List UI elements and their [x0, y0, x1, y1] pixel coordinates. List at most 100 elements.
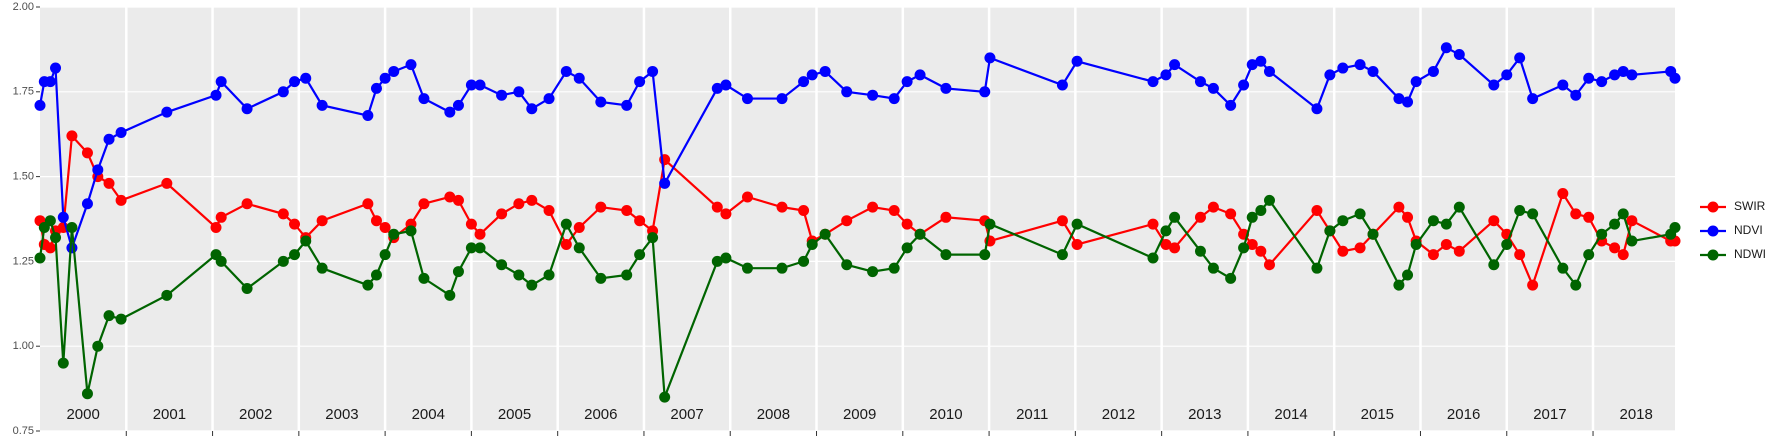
point: [44, 76, 56, 88]
point: [103, 177, 115, 189]
point: [1527, 279, 1539, 291]
point: [573, 72, 585, 84]
point: [621, 269, 633, 281]
point: [1488, 259, 1500, 271]
point: [1501, 69, 1513, 81]
x-tick-label: 2017: [1533, 406, 1566, 423]
point: [1071, 55, 1083, 67]
point: [1147, 252, 1159, 264]
point: [1255, 205, 1267, 217]
point: [543, 269, 555, 281]
point: [711, 255, 723, 267]
point: [277, 86, 289, 98]
point: [1246, 59, 1258, 71]
point: [161, 106, 173, 118]
point: [81, 147, 93, 159]
point: [115, 194, 127, 206]
point: [1488, 215, 1500, 227]
point: [1147, 218, 1159, 230]
x-tick-label: 2018: [1619, 406, 1652, 423]
x-tick-label: 2000: [66, 406, 99, 423]
point: [1453, 48, 1465, 60]
point: [1609, 242, 1621, 254]
point: [1440, 42, 1452, 54]
point: [34, 99, 46, 111]
point: [300, 235, 312, 247]
point: [1453, 245, 1465, 257]
point: [289, 76, 301, 88]
point: [1255, 245, 1267, 257]
y-tick-label: 2.00: [13, 1, 34, 13]
point: [867, 266, 879, 278]
point: [1147, 76, 1159, 88]
x-tick-label: 2008: [757, 406, 790, 423]
point: [634, 215, 646, 227]
point: [241, 103, 253, 115]
point: [1194, 245, 1206, 257]
point: [418, 93, 430, 105]
x-tick-label: 2005: [498, 406, 531, 423]
point: [841, 259, 853, 271]
point: [1367, 228, 1379, 240]
x-tick-label: 2015: [1361, 406, 1394, 423]
point: [465, 79, 477, 91]
point: [161, 177, 173, 189]
point: [1596, 228, 1608, 240]
point: [444, 106, 456, 118]
point: [979, 249, 991, 261]
point: [720, 208, 732, 220]
point: [776, 93, 788, 105]
point: [1071, 238, 1083, 250]
point: [1514, 205, 1526, 217]
point: [1410, 238, 1422, 250]
x-tick-label: 2007: [670, 406, 703, 423]
point: [526, 194, 538, 206]
point: [914, 69, 926, 81]
point: [819, 228, 831, 240]
point: [1583, 72, 1595, 84]
point: [81, 388, 93, 400]
point: [1501, 238, 1513, 250]
x-tick-label: 2012: [1102, 406, 1135, 423]
point: [647, 65, 659, 77]
point: [1225, 99, 1237, 111]
y-tick-label: 1.50: [13, 171, 34, 183]
point: [1393, 279, 1405, 291]
point: [543, 93, 555, 105]
point: [1194, 211, 1206, 223]
point: [370, 82, 382, 94]
point: [1427, 249, 1439, 261]
point: [513, 269, 525, 281]
point: [1626, 69, 1638, 81]
point: [316, 262, 328, 274]
point: [940, 82, 952, 94]
point: [388, 65, 400, 77]
point: [452, 266, 464, 278]
legend-marker: [1707, 225, 1719, 237]
x-tick-label: 2002: [239, 406, 272, 423]
point: [888, 93, 900, 105]
point: [634, 76, 646, 88]
point: [841, 215, 853, 227]
point: [634, 249, 646, 261]
point: [1169, 242, 1181, 254]
x-tick-label: 2004: [412, 406, 445, 423]
point: [474, 242, 486, 254]
point: [1527, 208, 1539, 220]
point: [595, 201, 607, 213]
point: [316, 215, 328, 227]
point: [465, 218, 477, 230]
point: [1583, 211, 1595, 223]
y-tick-label: 1.00: [13, 340, 34, 352]
point: [1453, 201, 1465, 213]
point: [659, 177, 671, 189]
point: [444, 191, 456, 203]
point: [806, 238, 818, 250]
point: [513, 86, 525, 98]
point: [1402, 269, 1414, 281]
point: [50, 232, 62, 244]
legend-label: SWIR: [1734, 199, 1766, 213]
x-tick-label: 2014: [1274, 406, 1307, 423]
point: [901, 218, 913, 230]
x-tick-label: 2010: [929, 406, 962, 423]
